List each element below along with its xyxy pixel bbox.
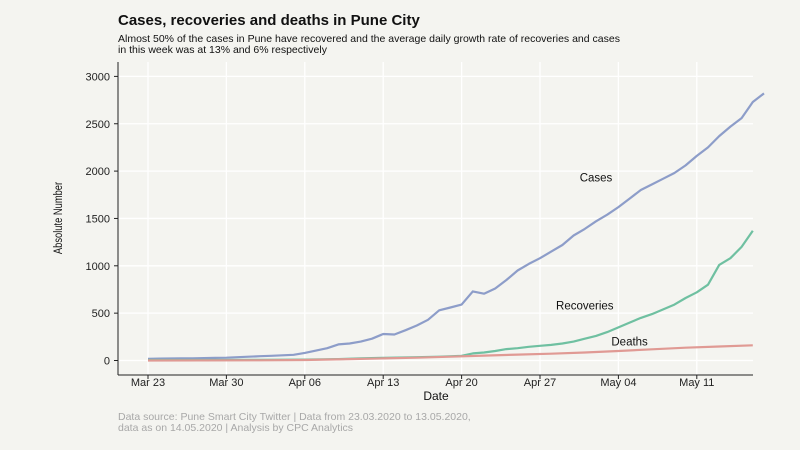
deaths-line [147, 344, 753, 362]
y-tick-label: 1000 [86, 261, 110, 273]
deaths-label: Deaths [611, 336, 648, 348]
y-axis-ticks: 0 500 1000 1500 2000 2500 3000 [86, 71, 118, 368]
recoveries-label: Recoveries [556, 300, 614, 312]
y-tick-label: 500 [92, 308, 110, 320]
series-lines [147, 92, 765, 362]
y-tick-label: 3000 [86, 71, 110, 83]
chart-title: Cases, recoveries and deaths in Pune Cit… [118, 12, 420, 29]
x-tick-label: May 11 [679, 377, 714, 389]
cases-line [147, 92, 765, 360]
x-axis-title: Date [423, 389, 449, 403]
y-tick-label: 2000 [86, 166, 110, 178]
chart-subtitle-line-2: in this week was at 13% and 6% respectiv… [118, 44, 328, 56]
y-axis-title: Absolute Number [52, 182, 65, 255]
y-tick-label: 0 [104, 356, 110, 368]
chart-subtitle-line-1: Almost 50% of the cases in Pune have rec… [118, 33, 620, 45]
y-tick-label: 2500 [86, 119, 110, 131]
x-tick-label: Apr 27 [524, 377, 556, 389]
x-tick-label: Apr 06 [289, 377, 321, 389]
y-tick-label: 1500 [86, 213, 110, 225]
caption-line-2: data as on 14.05.2020 | Analysis by CPC … [118, 422, 353, 434]
x-tick-label: Mar 30 [209, 377, 243, 389]
x-axis-ticks: Mar 23 Mar 30 Apr 06 Apr 13 Apr 20 Apr 27 May … [131, 375, 714, 389]
caption-line-1: Data source: Pune Smart City Twitter | D… [118, 411, 471, 423]
x-tick-label: Apr 20 [445, 377, 477, 389]
x-tick-label: Mar 23 [131, 377, 165, 389]
x-gridlines [147, 62, 698, 375]
x-tick-label: Apr 13 [367, 377, 399, 389]
x-tick-label: May 04 [600, 377, 636, 389]
series-labels: Cases Recoveries Deaths [556, 173, 648, 349]
cases-label: Cases [580, 173, 613, 185]
